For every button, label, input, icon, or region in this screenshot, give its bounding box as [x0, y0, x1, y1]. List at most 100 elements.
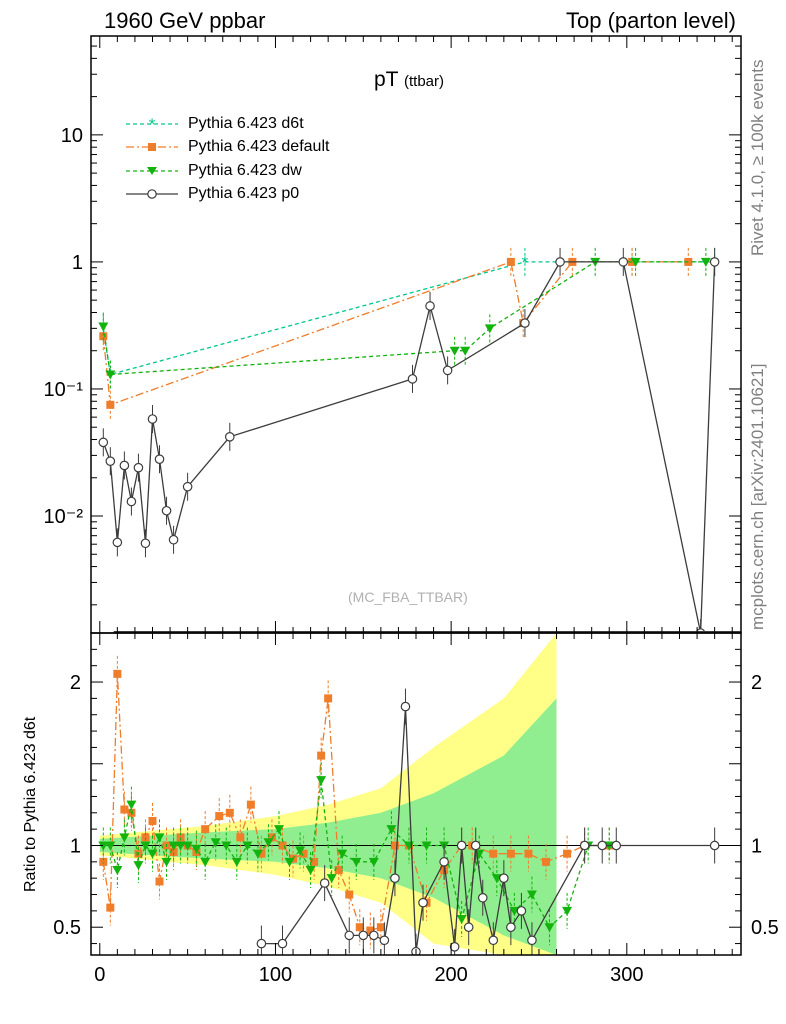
ratio-point-dw — [386, 825, 397, 835]
ratio-point-dw — [147, 849, 158, 859]
ratio-point-default — [390, 841, 399, 850]
main-point-dw — [700, 257, 711, 267]
ratio-point-dw — [316, 776, 327, 786]
ratio-point-default — [141, 833, 150, 842]
ratio-point-dw — [105, 841, 116, 851]
ratio-point-p0 — [369, 930, 379, 941]
main-y-tick-label: 10⁻¹ — [44, 379, 84, 401]
main-point-d6t: * — [522, 253, 529, 272]
plot-title-sub: (ttbar) — [403, 73, 444, 90]
ratio-point-dw — [368, 857, 379, 867]
ratio-point-default — [106, 903, 115, 912]
ratio-point-dw — [112, 866, 123, 876]
ratio-point-p0 — [277, 938, 288, 949]
ratio-point-dw — [509, 906, 520, 916]
ratio-point-p0 — [456, 840, 467, 851]
ratio-point-default — [155, 877, 164, 886]
ratio-point-default — [310, 857, 319, 866]
main-point-default — [106, 400, 115, 409]
ratio-point-dw — [191, 844, 202, 854]
ratio-point-p0 — [418, 897, 428, 908]
ratio-band-green — [99, 698, 557, 955]
ratio-uncertainty-band — [91, 633, 741, 955]
ratio-point-p0 — [516, 906, 527, 916]
ratio-point-dw — [242, 841, 253, 851]
ratio-point-dw — [421, 841, 432, 851]
ratio-point-dw — [154, 833, 165, 843]
legend-label-default: Pythia 6.423 default — [188, 138, 330, 156]
ratio-point-default — [201, 825, 210, 834]
ratio-point-dw — [337, 849, 348, 859]
legend-entry-p0: Pythia 6.423 p0 — [124, 183, 329, 207]
ratio-point-dw — [284, 857, 295, 867]
x-tick-label: 200 — [434, 964, 467, 986]
x-tick-label: 300 — [610, 964, 643, 986]
ratio-point-default — [524, 849, 533, 858]
ratio-point-default — [355, 923, 364, 932]
ratio-point-dw — [491, 874, 502, 884]
ratio-point-dw — [200, 857, 211, 867]
ratio-point-p0 — [579, 840, 590, 851]
legend-marker-dw — [126, 166, 178, 175]
ratio-point-default — [169, 848, 178, 857]
legend-label-d6t: Pythia 6.423 d6t — [188, 114, 304, 132]
ratio-y-tick-label-right: 2 — [751, 672, 762, 694]
ratio-point-p0 — [470, 840, 481, 851]
ratio-point-dw — [231, 857, 242, 867]
ratio-series-p0 — [256, 688, 720, 955]
ratio-point-p0 — [611, 840, 622, 851]
plot-title-main: pT — [374, 68, 399, 91]
ratio-point-default — [299, 849, 308, 858]
main-line-dw — [102, 261, 706, 376]
ratio-point-default — [366, 926, 375, 935]
legend-entry-default: Pythia 6.423 default — [124, 136, 329, 160]
ratio-point-dw — [140, 841, 151, 851]
ratio-point-default — [334, 866, 343, 875]
main-point-p0 — [140, 538, 151, 549]
main-point-default — [506, 257, 515, 266]
ratio-point-p0 — [463, 922, 474, 933]
ratio-point-p0 — [256, 938, 267, 949]
main-y-tick-label: 10⁻² — [44, 506, 84, 528]
main-y-tick-label: 1 — [72, 252, 83, 274]
ratio-point-dw — [98, 841, 109, 851]
ratio-point-dw — [221, 841, 232, 851]
x-tick-label: 0 — [94, 964, 105, 986]
main-line-p0 — [102, 261, 716, 633]
ratio-point-default — [324, 694, 333, 703]
ratio-point-default — [257, 849, 266, 858]
ratio-point-p0 — [390, 873, 400, 883]
ratio-point-default — [225, 808, 234, 817]
main-point-p0 — [126, 496, 137, 507]
legend-marker-p0 — [126, 189, 178, 200]
main-point-p0 — [161, 505, 172, 516]
ratio-point-dw — [168, 841, 179, 851]
ratio-point-dw — [526, 890, 537, 900]
ratio-plot-series — [98, 655, 720, 955]
ratio-point-dw — [119, 833, 130, 843]
main-point-dw — [449, 346, 460, 356]
ratio-point-default — [113, 669, 122, 678]
ratio-point-dw — [133, 861, 144, 871]
ratio-point-dw — [175, 841, 186, 851]
legend-label-dw: Pythia 6.423 dw — [188, 161, 302, 179]
ratio-point-p0 — [488, 935, 499, 946]
main-y-tick-label: 10 — [61, 125, 83, 147]
ratio-point-p0 — [400, 701, 411, 712]
ratio-y-tick-label-right: 0.5 — [751, 917, 779, 939]
ratio-point-p0 — [358, 930, 369, 941]
ratio-point-default — [317, 751, 326, 760]
ratio-point-p0 — [379, 935, 390, 946]
ratio-point-default — [246, 800, 255, 809]
ratio-point-p0 — [344, 930, 355, 941]
ratio-point-dw — [182, 841, 193, 851]
x-tick-label: 100 — [259, 964, 292, 986]
main-point-p0 — [709, 257, 720, 267]
ratio-point-default — [176, 833, 185, 842]
main-point-p0 — [182, 481, 193, 492]
main-point-default — [684, 257, 693, 266]
mcplots-credit: mcplots.cern.ch [arXiv:2401.10621] — [748, 363, 767, 630]
plot-title: pT (ttbar) — [374, 68, 444, 92]
main-point-dw — [630, 257, 641, 267]
